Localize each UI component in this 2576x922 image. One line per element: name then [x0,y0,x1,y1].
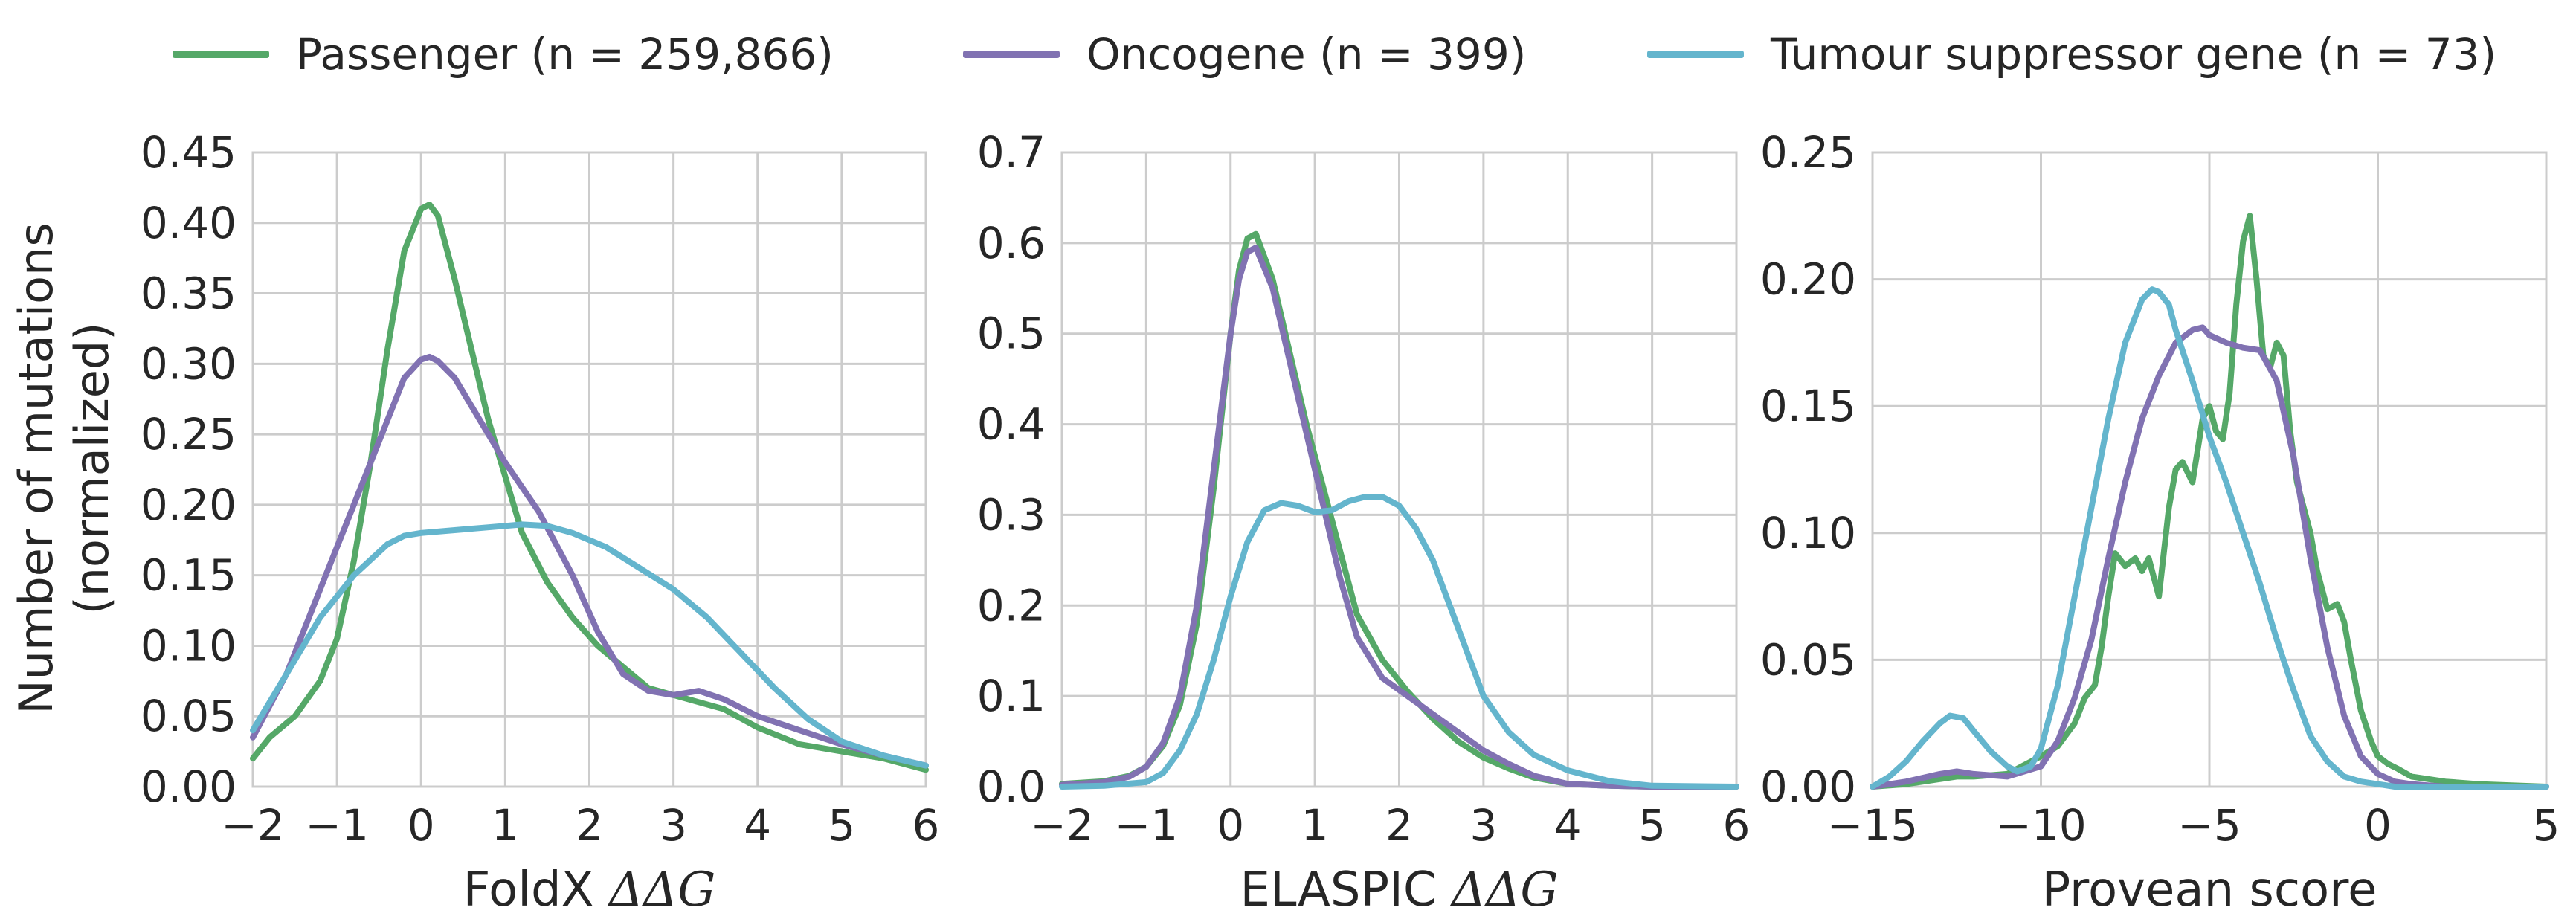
y-tick-label: 0.30 [141,338,236,389]
legend-item-oncogene: Oncogene (n = 399) [963,13,1526,95]
series-line-tsg [1870,286,2549,790]
x-tick-label: −5 [2177,800,2241,851]
x-tick-label: 1 [1301,800,1329,851]
y-tick-label: 0.05 [1760,634,1856,685]
y-axis-label-line-1: Number of mutations [9,222,63,714]
y-tick-label: 0.20 [1760,254,1856,305]
y-tick-label: 0.15 [1760,381,1856,431]
y-tick-label: 0.00 [141,761,236,812]
series-line-passenger [1870,213,2549,790]
x-tick-label: 5 [1638,800,1666,851]
y-tick-label: 0.35 [141,268,236,319]
legend-item-passenger: Passenger (n = 259,866) [173,13,834,95]
x-tick-label: −15 [1827,800,1918,851]
y-tick-label: 0.4 [977,399,1046,450]
x-tick-label: 0 [408,800,435,851]
y-tick-label: 0.25 [141,409,236,460]
legend-swatch-tsg [1647,51,1744,58]
series-line-oncogene [250,353,929,769]
x-tick-label: 3 [1469,800,1497,851]
x-tick-label: 2 [1385,800,1413,851]
legend-swatch-oncogene [963,51,1060,58]
x-tick-label: −2 [1030,800,1094,851]
series-line-oncogene [1059,245,1739,790]
plot-frame [251,151,927,788]
series-line-tsg [250,521,929,769]
y-tick-label: 0.25 [1760,127,1856,178]
panel-foldx: −2 −1 0 1 2 3 4 5 6 0.00 0.05 0.10 0.15 0.20 0.25 0.30 0… [141,127,940,918]
y-tick-label: 0.2 [977,580,1046,631]
y-tick-label: 0.00 [1760,761,1856,812]
x-tick-label: 6 [912,800,940,851]
x-tick-label: 1 [492,800,519,851]
x-tick-label: 4 [1554,800,1582,851]
x-tick-label: −1 [1115,800,1179,851]
y-tick-label: 0.0 [977,761,1046,812]
legend: Passenger (n = 259,866) Oncogene (n = 39… [0,13,2576,95]
x-axis-label: ELASPIC ΔΔG [1240,863,1558,918]
y-tick-label: 0.20 [141,480,236,530]
x-tick-label: 3 [660,800,687,851]
y-tick-label: 0.10 [1760,508,1856,558]
panel-elaspic: −2 −1 0 1 2 3 4 5 6 0.0 0.1 0.2 0.3 0.4 0.5 0.6 0.7 ELASP… [977,127,1751,918]
x-tick-label: 2 [576,800,603,851]
panel-provean: −15 −10 −5 0 5 0.00 0.05 0.10 0.15 0.20 0.25 Provea… [1760,127,2560,918]
y-tick-label: 0.15 [141,550,236,601]
legend-label-oncogene: Oncogene (n = 399) [1086,29,1527,80]
series-line-oncogene [1870,324,2549,790]
x-tick-label: −10 [1995,800,2086,851]
x-tick-label: −2 [221,800,285,851]
x-tick-label: 4 [744,800,771,851]
plot-frame [1060,151,1738,788]
x-tick-label: 0 [2364,800,2392,851]
y-tick-label: 0.10 [141,620,236,671]
x-tick-label: 5 [2533,800,2560,851]
x-axis-label: Provean score [2042,863,2377,918]
plot-frame [1871,151,2548,788]
x-axis-label: FoldX ΔΔG [463,863,716,918]
series-line-tsg [1059,494,1739,790]
y-tick-label: 0.40 [141,198,236,248]
x-tick-label: −1 [305,800,369,851]
y-tick-label: 0.7 [977,127,1046,178]
legend-label-passenger: Passenger (n = 259,866) [296,29,834,80]
legend-swatch-passenger [173,51,269,58]
x-tick-label: 5 [828,800,855,851]
y-tick-label: 0.05 [141,691,236,741]
x-tick-label: 6 [1723,800,1751,851]
y-tick-label: 0.6 [977,218,1046,268]
y-axis-label-line-2: (normalized) [65,323,119,615]
legend-item-tsg: Tumour suppressor gene (n = 73) [1647,13,2496,95]
y-tick-label: 0.1 [977,671,1046,721]
y-tick-label: 0.45 [141,127,236,178]
y-tick-label: 0.3 [977,489,1046,540]
legend-label-tsg: Tumour suppressor gene (n = 73) [1771,29,2497,80]
x-tick-label: 0 [1217,800,1244,851]
y-tick-label: 0.5 [977,309,1046,359]
